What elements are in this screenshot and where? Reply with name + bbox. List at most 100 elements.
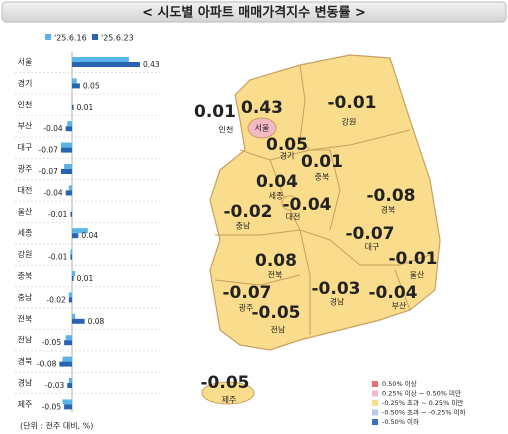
value-label: 0.43 [143, 60, 160, 69]
bar [64, 340, 72, 346]
category-label: 충북 [18, 272, 33, 281]
chart-title: < 시도별 아파트 매매가격지수 변동률 > [142, 5, 366, 21]
value-label: -0.08 [37, 360, 57, 369]
map-region-name: 전북 [268, 270, 283, 280]
map-value: -0.03 [312, 279, 361, 299]
bar [68, 378, 72, 383]
map-value: 0.43 [241, 98, 283, 118]
map-value: -0.01 [328, 93, 377, 113]
category-label: 대구 [18, 143, 33, 152]
map-daejeon [281, 195, 299, 211]
bar [62, 399, 72, 405]
value-label: -0.07 [39, 146, 59, 155]
category-label: 강원 [18, 249, 33, 259]
map-value: 0.01 [301, 152, 343, 172]
bar [72, 62, 140, 67]
value-label: -0.01 [48, 210, 68, 219]
map-legend-swatch [372, 400, 378, 406]
value-label: -0.01 [48, 253, 68, 262]
map-legend-swatch [372, 419, 378, 425]
map-legend-label: 0.50% 이상 [382, 379, 417, 388]
map-region-name: 부산 [392, 301, 407, 311]
value-label: 0.05 [83, 81, 100, 90]
map-region-name: 충남 [236, 222, 251, 231]
map-legend-label: 0.25% 이상 ~ 0.50% 미만 [382, 389, 461, 398]
category-label: 제주 [18, 400, 33, 409]
category-label: 경북 [18, 356, 33, 366]
unit-note: (단위 : 전주 대비, %) [20, 421, 93, 431]
map-region-name: 전남 [271, 325, 286, 335]
map-legend-label: -0.25% 초과 ~ 0.25% 미만 [382, 398, 463, 407]
map-region-name: 경기 [280, 151, 295, 161]
map-value: -0.04 [369, 283, 418, 303]
legend-label: '25.6.16 [54, 34, 87, 43]
map-value: -0.04 [283, 195, 332, 215]
bar [60, 169, 72, 174]
bar [72, 104, 74, 110]
title-box [1, 1, 507, 23]
category-label: 서울 [18, 58, 33, 67]
bar [60, 142, 72, 148]
value-label: 0.01 [77, 274, 94, 283]
category-label: 세종 [18, 229, 33, 238]
map-value: -0.02 [224, 202, 273, 222]
category-label: 대전 [18, 185, 33, 195]
bar [70, 249, 72, 255]
bar [72, 57, 129, 62]
bar [72, 99, 73, 105]
map-jeju [201, 381, 255, 405]
map-legend-label: -0.50% 이하 [382, 417, 419, 426]
map-region-name: 경북 [381, 205, 396, 215]
bar [72, 78, 77, 84]
bar [67, 383, 72, 388]
map-value: 0.01 [194, 102, 236, 122]
map-legend-swatch [372, 381, 378, 387]
legend-swatch [45, 34, 51, 40]
bar [65, 126, 72, 132]
map-value: -0.01 [389, 249, 438, 269]
map-value: -0.05 [201, 373, 250, 393]
map-region-name: 서울 [255, 124, 270, 133]
bar [64, 404, 72, 410]
bar [70, 254, 72, 260]
category-label: 경기 [18, 78, 33, 88]
value-label: -0.02 [46, 295, 66, 304]
map-region-name: 경남 [330, 297, 345, 307]
bar [68, 185, 72, 191]
bar [72, 83, 80, 89]
bar [64, 164, 72, 169]
value-label: -0.03 [45, 381, 65, 390]
bar [72, 233, 79, 239]
bar [72, 206, 73, 212]
value-label: 0.01 [77, 103, 94, 112]
bar [72, 318, 85, 324]
bar [72, 313, 76, 319]
bar [65, 190, 72, 196]
map-seoul [247, 117, 277, 139]
bar [72, 276, 74, 281]
value-label: -0.05 [42, 338, 62, 347]
map-legend-label: -0.50% 초과 ~ -0.25% 이하 [382, 408, 466, 417]
category-label: 울산 [18, 206, 33, 216]
category-label: 인천 [18, 99, 33, 109]
category-label: 전북 [18, 313, 33, 323]
bar [67, 121, 72, 127]
map-region-name: 인천 [219, 125, 234, 135]
bar [68, 292, 72, 298]
bar [72, 228, 88, 234]
map-legend-swatch [372, 390, 378, 397]
map-region-name: 대구 [365, 243, 380, 252]
category-label: 전남 [18, 335, 33, 345]
map-value: 0.05 [266, 135, 308, 155]
bar [59, 361, 72, 367]
value-label: -0.04 [43, 124, 63, 133]
legend-label: '25.6.23 [101, 34, 134, 43]
map-region-name: 대전 [286, 212, 301, 222]
value-label: -0.04 [43, 188, 63, 197]
bar [68, 297, 72, 303]
map-value: -0.07 [346, 224, 395, 244]
map-region-name: 강원 [342, 117, 357, 127]
value-label: -0.07 [39, 167, 59, 176]
